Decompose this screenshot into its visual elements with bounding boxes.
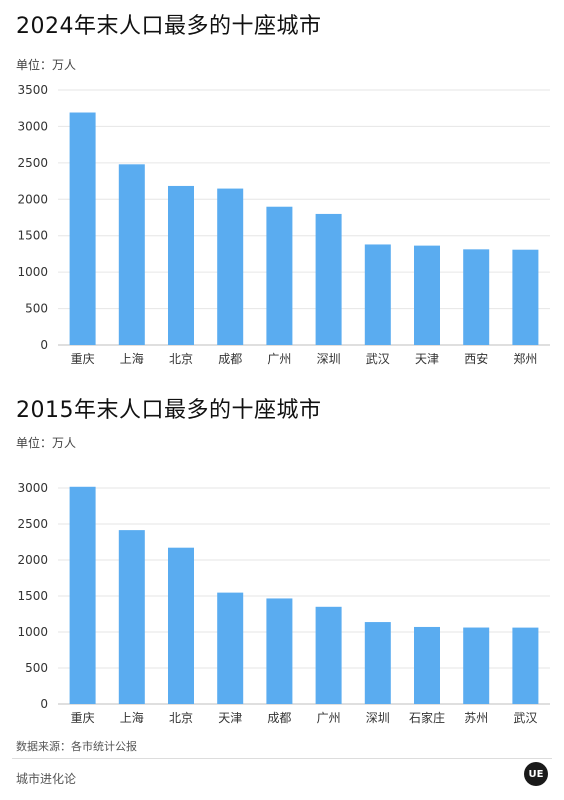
x-tick-label: 天津 xyxy=(415,352,439,366)
x-tick-label: 成都 xyxy=(218,352,242,366)
x-tick-label: 北京 xyxy=(169,352,193,366)
chart-2-unit-label: 单位：万人 xyxy=(16,436,77,450)
bar xyxy=(266,206,293,345)
y-tick-label: 3000 xyxy=(17,481,48,495)
y-tick-label: 2000 xyxy=(17,553,48,567)
x-tick-label: 西安 xyxy=(464,351,488,366)
y-tick-label: 1500 xyxy=(17,229,48,243)
bar xyxy=(168,185,194,345)
bar xyxy=(315,213,342,345)
bar xyxy=(118,164,145,345)
chart-1-title: 2024年末人口最多的十座城市 xyxy=(16,14,322,39)
chart-1: 0 500 1000 1500 2000 2500 3000 3500 重庆 上海 北京 成都 广州 深圳… xyxy=(17,83,550,366)
brand-name: 城市进化论 xyxy=(16,772,77,786)
bar xyxy=(266,598,293,704)
x-tick-label: 上海 xyxy=(120,351,144,366)
x-tick-label: 重庆 xyxy=(71,352,95,366)
y-tick-label: 1500 xyxy=(17,589,48,603)
x-tick-label: 广州 xyxy=(317,711,341,725)
x-tick-label: 广州 xyxy=(267,352,291,366)
bar xyxy=(364,622,391,704)
x-tick-label: 武汉 xyxy=(513,711,537,725)
x-tick-label: 武汉 xyxy=(366,352,390,366)
bar xyxy=(315,606,342,704)
chart-2: 0 500 1000 1500 2000 2500 3000 重庆 上海 北京 天津 成都 广州 深圳 石家… xyxy=(17,481,550,725)
y-tick-label: 3500 xyxy=(17,83,48,97)
data-source-note: 数据来源：各市统计公报 xyxy=(16,740,137,753)
bar xyxy=(414,626,440,704)
x-tick-label: 深圳 xyxy=(366,711,390,725)
x-tick-label: 石家庄 xyxy=(409,710,445,725)
bar xyxy=(217,592,244,704)
footer-divider xyxy=(12,758,552,759)
bar xyxy=(414,245,440,345)
y-tick-label: 2500 xyxy=(17,156,48,170)
y-tick-label: 0 xyxy=(40,697,48,711)
bar xyxy=(463,249,490,345)
bar xyxy=(364,244,391,345)
bar xyxy=(463,627,490,704)
x-tick-label: 天津 xyxy=(218,711,242,725)
brand-logo-icon: UE xyxy=(524,762,548,786)
bar xyxy=(69,486,96,704)
bar xyxy=(118,530,145,704)
y-tick-label: 2500 xyxy=(17,517,48,531)
chart-2-title: 2015年末人口最多的十座城市 xyxy=(16,398,322,423)
x-tick-label: 重庆 xyxy=(71,711,95,725)
x-tick-label: 深圳 xyxy=(317,352,341,366)
x-tick-label: 郑州 xyxy=(513,351,537,366)
y-tick-label: 500 xyxy=(25,661,48,675)
y-tick-label: 0 xyxy=(40,338,48,352)
x-tick-label: 上海 xyxy=(120,710,144,725)
y-tick-label: 1000 xyxy=(17,265,48,279)
bar xyxy=(168,547,194,704)
y-tick-label: 3000 xyxy=(17,119,48,133)
y-tick-label: 1000 xyxy=(17,625,48,639)
x-tick-label: 北京 xyxy=(169,711,193,725)
chart-1-unit-label: 单位：万人 xyxy=(16,58,77,72)
x-tick-label: 苏州 xyxy=(464,711,488,725)
bar xyxy=(512,249,539,345)
x-tick-label: 成都 xyxy=(267,711,291,725)
bar xyxy=(217,188,244,345)
y-tick-label: 500 xyxy=(25,302,48,316)
y-tick-label: 2000 xyxy=(17,192,48,206)
bar xyxy=(69,112,96,346)
bar xyxy=(512,627,539,704)
